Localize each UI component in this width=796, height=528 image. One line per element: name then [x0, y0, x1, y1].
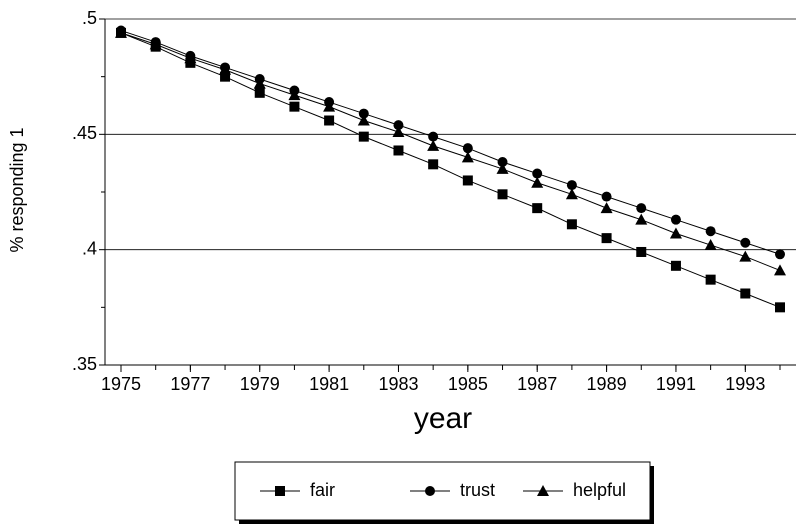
x-tick-label: 1987 — [517, 374, 557, 394]
marker — [219, 63, 232, 75]
x-tick-label: 1981 — [309, 374, 349, 394]
marker — [531, 176, 544, 188]
y-tick-label: .5 — [82, 8, 97, 28]
legend-marker — [275, 486, 285, 496]
legend-label: trust — [460, 480, 495, 500]
marker — [358, 108, 369, 119]
y-tick-label: .45 — [72, 123, 97, 143]
marker — [740, 288, 751, 299]
marker — [428, 159, 439, 170]
marker — [461, 151, 474, 163]
x-tick-label: 1985 — [448, 374, 488, 394]
series-line — [120, 30, 781, 255]
marker — [323, 100, 336, 112]
marker — [566, 219, 577, 230]
marker — [462, 175, 473, 186]
legend-marker — [537, 485, 549, 496]
marker — [324, 115, 335, 126]
marker — [254, 87, 265, 98]
marker — [428, 131, 439, 142]
marker — [357, 114, 370, 126]
x-tick-label: 1979 — [240, 374, 280, 394]
series-line — [120, 32, 781, 308]
x-tick-label: 1977 — [170, 374, 210, 394]
marker — [253, 77, 266, 89]
marker — [705, 226, 716, 237]
marker — [774, 264, 786, 276]
marker — [600, 202, 613, 214]
marker — [220, 71, 231, 82]
y-axis-label: % responding 1 — [7, 127, 27, 252]
marker — [532, 168, 543, 179]
marker — [289, 101, 300, 112]
marker — [704, 239, 717, 251]
marker — [635, 213, 648, 225]
marker — [358, 131, 369, 142]
x-axis-label: year — [414, 402, 472, 435]
marker — [670, 214, 681, 225]
legend-marker — [425, 486, 435, 496]
marker — [497, 189, 508, 200]
y-tick-label: .4 — [82, 238, 97, 258]
x-tick-label: 1993 — [725, 374, 765, 394]
marker — [184, 52, 197, 64]
marker — [566, 180, 577, 191]
legend-label: helpful — [573, 480, 626, 500]
marker — [601, 233, 612, 244]
marker — [739, 250, 752, 262]
marker — [775, 249, 785, 260]
marker — [705, 274, 716, 285]
series-line — [120, 32, 781, 271]
marker — [670, 260, 681, 271]
marker — [601, 191, 612, 202]
legend-label: fair — [310, 480, 335, 500]
marker — [565, 188, 578, 200]
x-tick-label: 1983 — [378, 374, 418, 394]
x-tick-label: 1975 — [101, 374, 141, 394]
marker — [532, 203, 543, 214]
marker — [669, 227, 682, 239]
marker — [427, 139, 440, 151]
marker — [115, 26, 127, 38]
x-tick-label: 1989 — [587, 374, 627, 394]
marker — [497, 157, 508, 168]
marker — [636, 203, 647, 214]
marker — [775, 302, 785, 313]
marker — [392, 126, 405, 138]
marker — [393, 145, 404, 156]
marker — [288, 89, 301, 101]
x-tick-label: 1991 — [656, 374, 696, 394]
marker — [740, 237, 751, 248]
marker — [462, 143, 473, 154]
marker — [496, 162, 509, 174]
marker — [393, 120, 404, 131]
y-tick-label: .35 — [72, 354, 97, 374]
marker — [636, 246, 647, 257]
marker — [149, 38, 162, 50]
